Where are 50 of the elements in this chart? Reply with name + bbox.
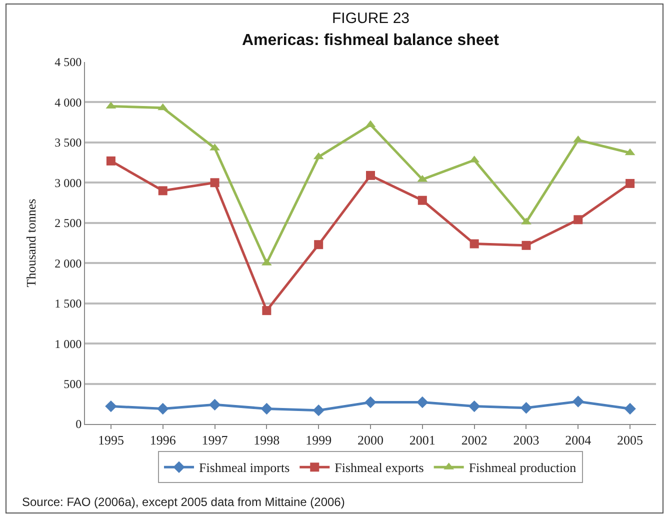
point [468, 400, 480, 412]
point [208, 398, 221, 411]
point [522, 240, 531, 250]
x-tick-label: 2000 [358, 432, 384, 448]
x-tick-label: 1997 [202, 432, 228, 448]
point [366, 170, 375, 180]
y-tick-label: 3 500 [54, 136, 82, 150]
x-tick-label: 2001 [409, 432, 436, 448]
x-tick-label: 1996 [150, 432, 176, 448]
point [262, 306, 272, 316]
point [157, 402, 169, 415]
point [624, 402, 636, 415]
chart-title: Americas: fishmeal balance sheet [242, 32, 500, 49]
x-tick-label: 1999 [306, 432, 332, 448]
x-tick-label: 1995 [98, 432, 124, 448]
y-tick-label: 3 000 [54, 176, 82, 190]
point [210, 178, 220, 188]
point [416, 396, 428, 408]
point [106, 156, 116, 166]
point [520, 402, 532, 414]
x-tick-label: 2002 [461, 432, 488, 448]
point [105, 400, 117, 412]
x-tick-label: 2005 [617, 432, 644, 448]
y-axis-title: Thousand tonnes [24, 198, 39, 288]
y-tick-label: 4 500 [54, 55, 82, 70]
point [158, 186, 168, 196]
y-tick-label: 1 000 [54, 336, 82, 351]
y-tick-label: 500 [64, 376, 82, 391]
point [574, 215, 583, 224]
legend-label: Fishmeal production [468, 460, 577, 476]
y-tick-label: 0 [76, 417, 82, 432]
point [470, 239, 479, 248]
source-note: Source: FAO (2006a), except 2005 data from Mittaine (2006) [22, 495, 345, 509]
chart-subtitle: FIGURE 23 [332, 10, 410, 27]
point [364, 396, 376, 408]
point [626, 178, 635, 188]
legend-label: Fishmeal imports [199, 460, 290, 476]
legend-label: Fishmeal exports [334, 460, 424, 476]
x-tick-label: 2004 [565, 432, 592, 448]
point [314, 240, 324, 250]
point [418, 196, 427, 205]
y-tick-label: 2 000 [54, 256, 82, 270]
x-tick-label: 1998 [254, 432, 280, 448]
y-tick-label: 2 500 [54, 216, 82, 230]
point [572, 396, 584, 408]
y-tick-label: 1 500 [54, 296, 82, 311]
y-tick-label: 4 000 [54, 95, 82, 110]
point [312, 404, 324, 416]
x-tick-label: 2003 [513, 432, 540, 448]
point [260, 402, 273, 415]
